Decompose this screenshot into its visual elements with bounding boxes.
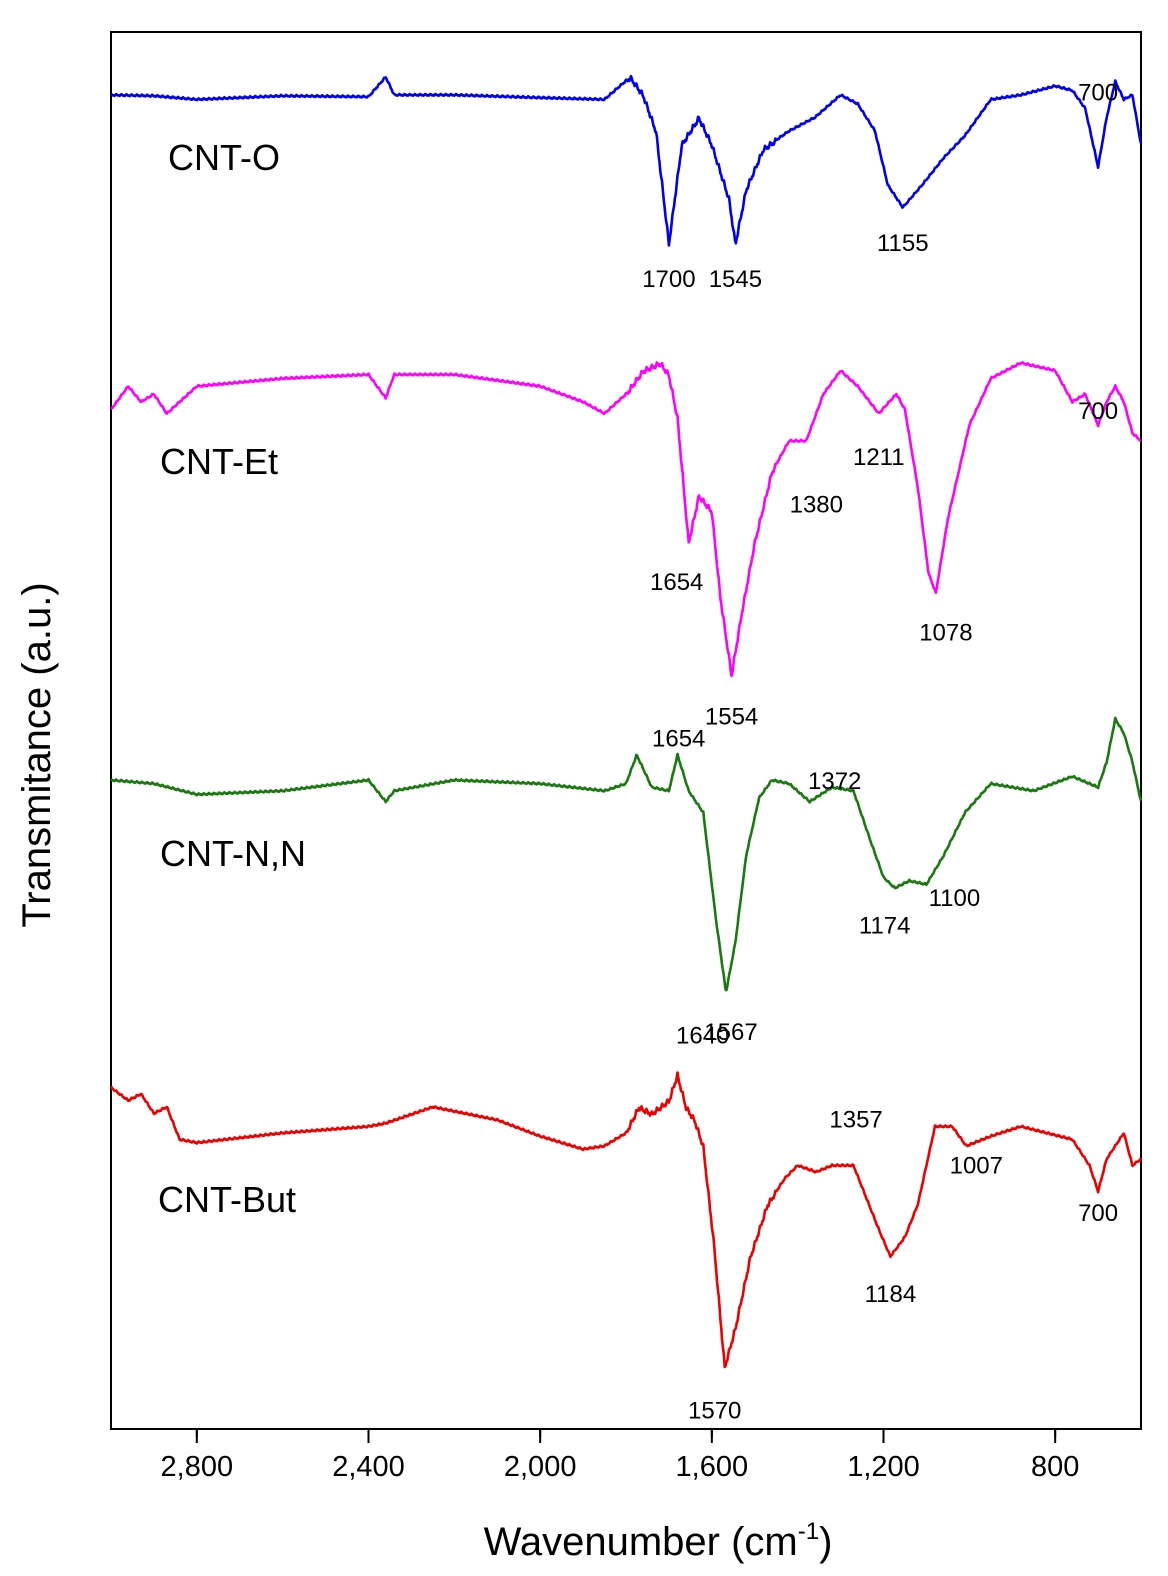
- peak-label: 1155: [877, 230, 929, 257]
- peak-label: 1700: [642, 266, 695, 293]
- peak-label: 1174: [859, 913, 911, 940]
- series-label-2: CNT-N,N: [160, 833, 306, 874]
- peak-label: 1007: [950, 1153, 1003, 1180]
- x-tick-label: 2,000: [504, 1451, 577, 1483]
- series-line-1: [110, 361, 1142, 678]
- peak-label: 1567: [704, 1019, 757, 1046]
- x-tick-label: 1,600: [676, 1451, 749, 1483]
- peak-label: 1654: [652, 725, 705, 752]
- y-axis-title: Transmitance (a.u.): [15, 582, 59, 927]
- peak-label: 1545: [709, 266, 762, 293]
- peak-label: 1654: [650, 569, 703, 596]
- series-line-3: [109, 1071, 1143, 1369]
- peak-label: 700: [1078, 398, 1118, 425]
- series-line-0: [110, 74, 1143, 247]
- series-labels: CNT-O CNT-Et CNT-N,N CNT-But: [158, 137, 306, 1220]
- peak-label: 1380: [790, 491, 843, 518]
- peak-label: 1184: [865, 1281, 917, 1308]
- peak-label: 1570: [688, 1398, 741, 1425]
- peak-label: 1554: [705, 703, 758, 730]
- peak-label: 1211: [853, 444, 905, 471]
- series-label-1: CNT-Et: [160, 441, 278, 482]
- peak-labels: 1700 154511557001654155413801211107870016…: [642, 80, 1118, 1425]
- x-tick-label: 2,400: [332, 1451, 405, 1483]
- x-tick-label: 1,200: [847, 1451, 920, 1483]
- peak-label: 1640: [676, 1023, 729, 1050]
- x-tick-label: 800: [1031, 1451, 1079, 1483]
- x-axis-ticks: 2,800 2,400 2,000 1,600 1,200 800: [161, 1429, 1079, 1483]
- x-axis-title: Wavenumber (cm-1): [484, 1518, 833, 1564]
- series-layer: [109, 74, 1143, 1369]
- peak-label: 700: [1078, 1200, 1118, 1227]
- peak-label: 1357: [829, 1107, 882, 1134]
- x-tick-label: 2,800: [161, 1451, 234, 1483]
- peak-label: 1078: [919, 620, 972, 647]
- peak-label: 1372: [808, 768, 861, 795]
- series-label-3: CNT-But: [158, 1179, 296, 1220]
- peak-label: 1100: [929, 885, 981, 912]
- plot-frame: [110, 31, 1142, 1430]
- series-label-0: CNT-O: [168, 137, 280, 178]
- peak-label: 700: [1078, 80, 1118, 107]
- series-line-2: [110, 716, 1143, 992]
